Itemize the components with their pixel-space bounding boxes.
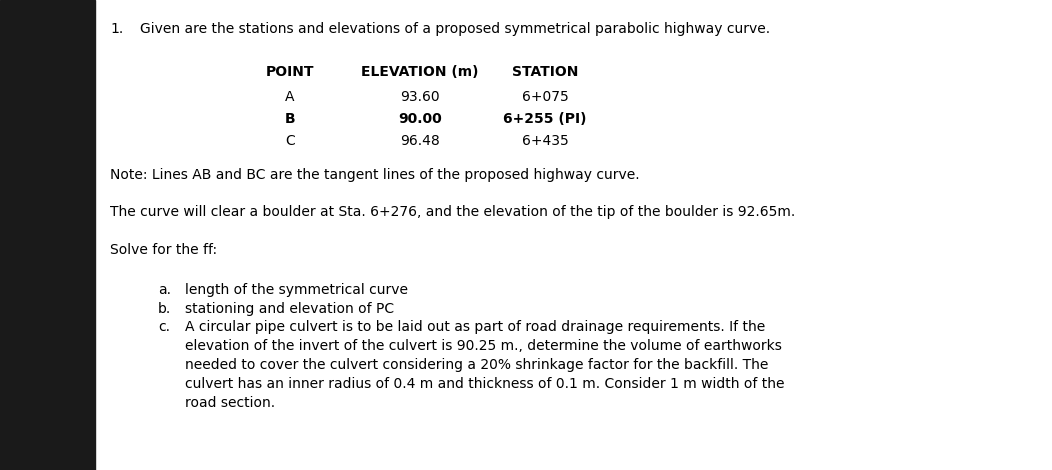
- Text: Note: Lines AB and BC are the tangent lines of the proposed highway curve.: Note: Lines AB and BC are the tangent li…: [110, 168, 640, 182]
- Text: 93.60: 93.60: [400, 90, 440, 104]
- Text: STATION: STATION: [512, 65, 579, 79]
- Text: culvert has an inner radius of 0.4 m and thickness of 0.1 m. Consider 1 m width : culvert has an inner radius of 0.4 m and…: [185, 377, 785, 391]
- Text: road section.: road section.: [185, 396, 276, 410]
- Text: ELEVATION (m): ELEVATION (m): [361, 65, 479, 79]
- Text: 1.: 1.: [110, 22, 123, 36]
- Text: 6+255 (PI): 6+255 (PI): [503, 112, 587, 126]
- Text: c.: c.: [158, 320, 170, 334]
- Text: 90.00: 90.00: [398, 112, 442, 126]
- Text: a.: a.: [158, 283, 171, 297]
- Text: B: B: [285, 112, 296, 126]
- Text: Solve for the ff:: Solve for the ff:: [110, 243, 217, 257]
- Text: elevation of the invert of the culvert is 90.25 m., determine the volume of eart: elevation of the invert of the culvert i…: [185, 339, 782, 353]
- Text: 6+075: 6+075: [522, 90, 568, 104]
- Text: b.: b.: [158, 302, 171, 316]
- Text: 96.48: 96.48: [400, 134, 440, 148]
- Text: length of the symmetrical curve: length of the symmetrical curve: [185, 283, 408, 297]
- Text: A circular pipe culvert is to be laid out as part of road drainage requirements.: A circular pipe culvert is to be laid ou…: [185, 320, 765, 334]
- Text: 6+435: 6+435: [522, 134, 568, 148]
- Text: stationing and elevation of PC: stationing and elevation of PC: [185, 302, 394, 316]
- Text: A: A: [285, 90, 295, 104]
- Text: C: C: [285, 134, 295, 148]
- Text: POINT: POINT: [266, 65, 315, 79]
- Text: The curve will clear a boulder at Sta. 6+276, and the elevation of the tip of th: The curve will clear a boulder at Sta. 6…: [110, 205, 795, 219]
- Text: needed to cover the culvert considering a 20% shrinkage factor for the backfill.: needed to cover the culvert considering …: [185, 358, 768, 372]
- Text: Given are the stations and elevations of a proposed symmetrical parabolic highwa: Given are the stations and elevations of…: [140, 22, 770, 36]
